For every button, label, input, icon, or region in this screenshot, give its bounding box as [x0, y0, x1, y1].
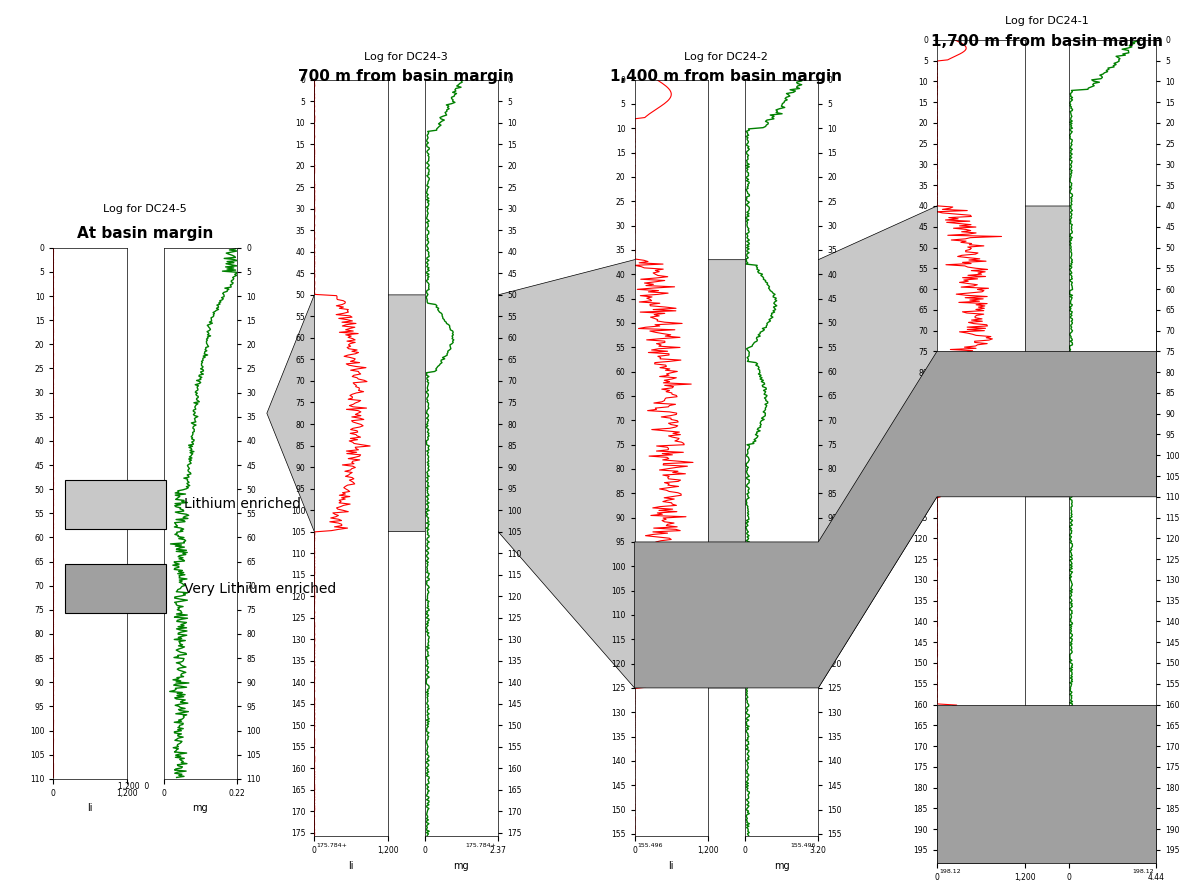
X-axis label: mg: mg: [773, 860, 790, 871]
X-axis label: li: li: [88, 803, 93, 813]
Text: At basin margin: At basin margin: [77, 226, 213, 241]
X-axis label: li: li: [349, 860, 353, 871]
Text: Log for DC24-1: Log for DC24-1: [1005, 16, 1089, 26]
Text: 155.496: 155.496: [790, 843, 816, 848]
Text: 700 m from basin margin: 700 m from basin margin: [298, 69, 515, 84]
Text: 198.12: 198.12: [939, 869, 961, 874]
Text: 175.784+: 175.784+: [465, 843, 496, 848]
Text: 155.496: 155.496: [637, 843, 663, 848]
Text: Log for DC24-2: Log for DC24-2: [684, 52, 769, 62]
Text: 1,400 m from basin margin: 1,400 m from basin margin: [611, 69, 842, 84]
Text: 1,700 m from basin margin: 1,700 m from basin margin: [931, 34, 1162, 49]
Text: Very Lithium enriched: Very Lithium enriched: [184, 581, 336, 596]
Text: Log for DC24-3: Log for DC24-3: [364, 52, 448, 62]
Text: Log for DC24-5: Log for DC24-5: [103, 204, 187, 214]
Text: 198.12: 198.12: [1133, 869, 1154, 874]
X-axis label: mg: mg: [192, 803, 209, 813]
X-axis label: mg: mg: [453, 860, 470, 871]
Text: 1,200  0: 1,200 0: [117, 782, 149, 791]
Text: 175.784+: 175.784+: [317, 843, 347, 848]
Text: Lithium enriched: Lithium enriched: [184, 497, 301, 512]
X-axis label: li: li: [669, 860, 674, 871]
